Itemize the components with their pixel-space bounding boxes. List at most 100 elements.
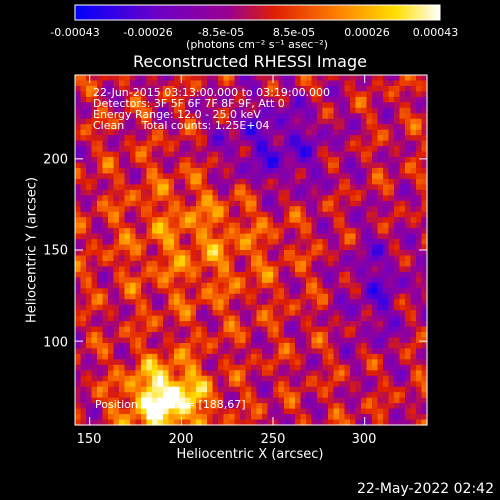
heatmap-cell (377, 250, 384, 257)
heatmap-cell (245, 255, 252, 262)
heatmap-cell (207, 244, 214, 251)
heatmap-cell (383, 386, 390, 393)
heatmap-cell (361, 293, 368, 300)
heatmap-cell (207, 315, 214, 322)
heatmap-cell (306, 124, 313, 131)
heatmap-cell (405, 299, 412, 306)
heatmap-cell (141, 189, 148, 196)
heatmap-cell (201, 403, 208, 410)
heatmap-cell (174, 359, 181, 366)
heatmap-cell (251, 277, 258, 284)
heatmap-cell (75, 353, 82, 360)
heatmap-cell (212, 184, 219, 191)
heatmap-cell (75, 321, 82, 328)
y-tick-label: 150 (43, 243, 68, 259)
heatmap-cell (355, 266, 362, 273)
heatmap-cell (300, 277, 307, 284)
heatmap-cell (295, 408, 302, 415)
heatmap-cell (234, 282, 241, 289)
heatmap-cell (157, 392, 164, 399)
heatmap-cell (284, 75, 291, 82)
heatmap-cell (124, 124, 131, 131)
heatmap-cell (300, 107, 307, 114)
heatmap-cell (179, 370, 186, 377)
heatmap-cell (377, 419, 384, 426)
heatmap-cell (262, 146, 269, 153)
heatmap-cell (196, 353, 203, 360)
heatmap-cell (350, 271, 357, 278)
heatmap-cell (306, 353, 313, 360)
heatmap-cell (405, 403, 412, 410)
heatmap-cell (344, 85, 351, 93)
heatmap-cell (251, 146, 258, 153)
heatmap-cell (196, 200, 203, 207)
heatmap-cell (75, 271, 82, 278)
heatmap-cell (119, 403, 126, 410)
heatmap-cell (278, 359, 285, 366)
heatmap-cell (102, 310, 109, 317)
heatmap-cell (157, 195, 164, 202)
heatmap-cell (388, 288, 395, 295)
heatmap-cell (388, 129, 395, 136)
heatmap-cell (421, 348, 428, 355)
heatmap-cell (207, 151, 214, 158)
heatmap-cell (75, 211, 82, 218)
heatmap-cell (350, 364, 357, 371)
heatmap-cell (388, 260, 395, 268)
heatmap-cell (179, 288, 186, 295)
heatmap-cell (102, 189, 109, 196)
heatmap-cell (124, 288, 131, 295)
heatmap-cell (256, 250, 263, 257)
heatmap-cell (240, 310, 247, 317)
heatmap-cell (157, 140, 164, 147)
heatmap-cell (361, 85, 368, 93)
heatmap-cell (218, 200, 225, 207)
heatmap-cell (421, 184, 428, 191)
heatmap-cell (240, 206, 247, 213)
heatmap-cell (152, 217, 159, 224)
heatmap-cell (86, 386, 93, 393)
heatmap-cell (179, 315, 186, 322)
heatmap-cell (366, 282, 373, 289)
heatmap-cell (421, 315, 428, 322)
heatmap-cell (245, 151, 252, 158)
heatmap-cell (328, 178, 335, 185)
heatmap-cell (141, 408, 148, 415)
heatmap-cell (262, 310, 269, 317)
heatmap-cell (91, 419, 98, 426)
heatmap-cell (251, 91, 258, 98)
heatmap-cell (196, 381, 203, 388)
heatmap-cell (410, 113, 417, 120)
heatmap-cell (372, 288, 379, 295)
heatmap-cell (218, 386, 225, 393)
heatmap-cell (80, 260, 87, 268)
heatmap-cell (317, 195, 324, 202)
heatmap-cell (218, 337, 225, 344)
heatmap-cell (80, 375, 87, 382)
heatmap-cell (273, 370, 280, 377)
heatmap-cell (86, 102, 93, 109)
heatmap-cell (350, 342, 357, 350)
heatmap-cell (405, 348, 412, 355)
heatmap-cell (80, 315, 87, 322)
heatmap-cell (372, 178, 379, 185)
heatmap-cell (229, 342, 236, 350)
heatmap-cell (152, 118, 159, 125)
heatmap-cell (383, 200, 390, 207)
heatmap-cell (168, 233, 175, 240)
heatmap-cell (377, 397, 384, 404)
heatmap-cell (91, 146, 98, 153)
heatmap-cell (218, 124, 225, 131)
heatmap-cell (174, 85, 181, 93)
heatmap-cell (218, 299, 225, 306)
heatmap-cell (388, 342, 395, 350)
heatmap-cell (399, 80, 406, 87)
heatmap-cell (416, 184, 423, 191)
heatmap-cell (344, 288, 351, 295)
heatmap-cell (229, 321, 236, 328)
heatmap-cell (108, 118, 115, 125)
heatmap-cell (196, 167, 203, 175)
heatmap-cell (130, 386, 137, 393)
heatmap-cell (75, 266, 82, 273)
heatmap-cell (306, 364, 313, 371)
